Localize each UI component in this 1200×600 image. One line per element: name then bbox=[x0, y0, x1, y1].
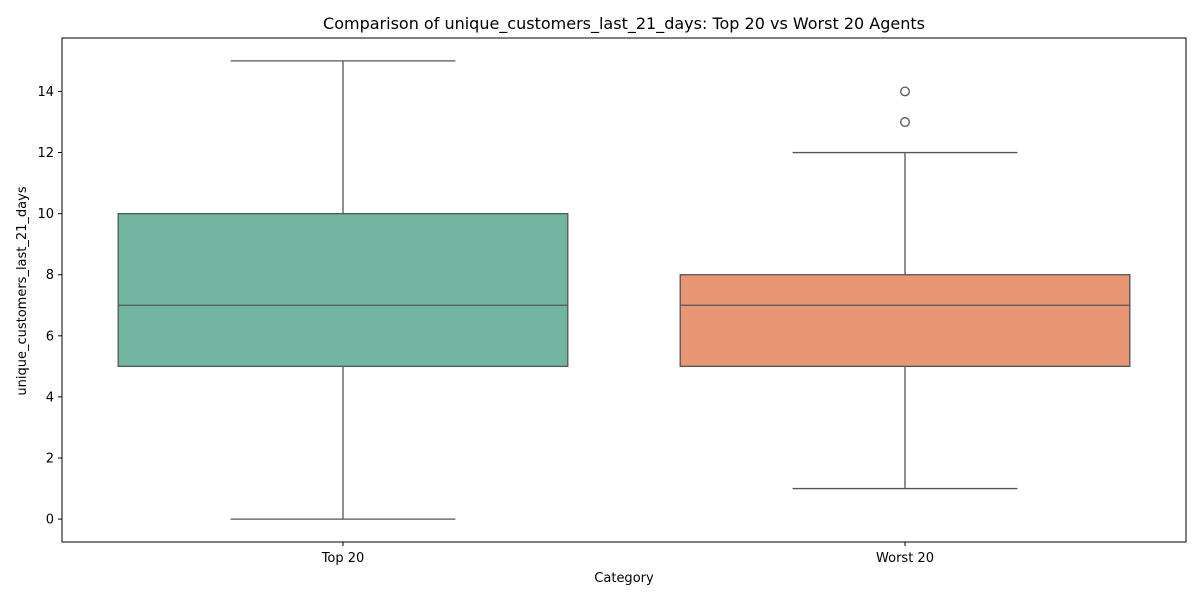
worst-20-box bbox=[679, 274, 1131, 368]
y-tick-label-14: 14 bbox=[37, 85, 54, 100]
y-tick-label-8: 8 bbox=[46, 268, 54, 283]
y-tick-label-6: 6 bbox=[46, 329, 54, 344]
x-axis-label: Category bbox=[594, 571, 654, 586]
worst-20-outlier-2 bbox=[900, 86, 910, 97]
worst-20-outlier-1 bbox=[900, 117, 910, 127]
y-axis-label: unique_customers_last_21_days bbox=[15, 186, 30, 395]
y-tick-label-2: 2 bbox=[46, 452, 54, 467]
y-tick-label-0: 0 bbox=[46, 513, 54, 528]
top-20-box bbox=[117, 212, 569, 368]
y-tick-label-4: 4 bbox=[46, 390, 54, 405]
chart-title: Comparison of unique_customers_last_21_d… bbox=[323, 14, 925, 34]
plot-area: 0 2 4 6 8 10 12 14 Top 20 Worst 20 bbox=[37, 37, 1187, 566]
x-tick-label-worst-20: Worst 20 bbox=[876, 551, 934, 566]
y-tick-label-10: 10 bbox=[37, 207, 54, 222]
x-tick-label-top-20: Top 20 bbox=[321, 551, 365, 566]
y-tick-label-12: 12 bbox=[37, 146, 54, 161]
plot-frame bbox=[61, 37, 1187, 543]
